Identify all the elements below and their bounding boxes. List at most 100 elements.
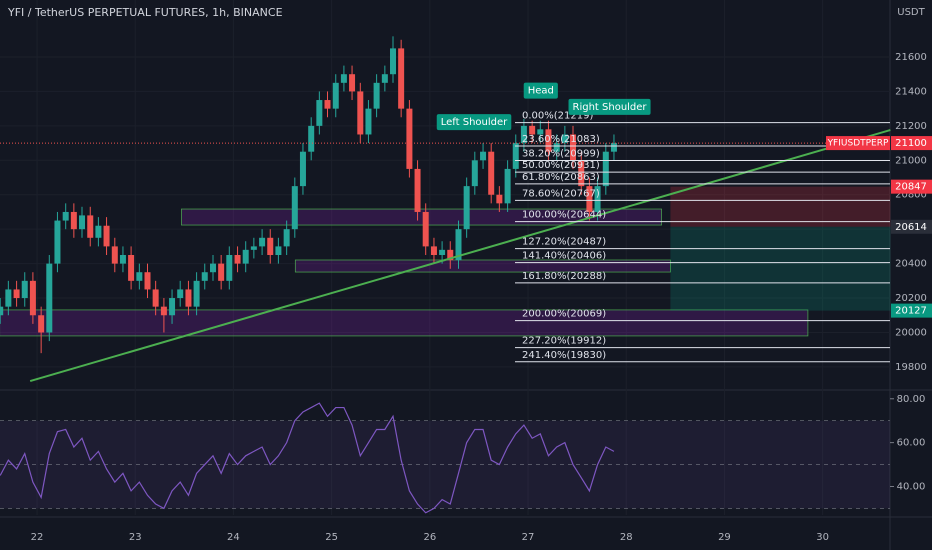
- candle-body: [488, 151, 495, 195]
- candle-body: [398, 48, 405, 109]
- candle-body: [512, 143, 519, 169]
- candle-body: [447, 249, 454, 261]
- candle-body: [250, 246, 257, 250]
- rsi-tick-label: 40.00: [897, 481, 926, 492]
- candle-body: [430, 246, 437, 256]
- candle-body: [316, 100, 323, 126]
- fib-label: 127.20%(20487): [522, 237, 606, 248]
- candle-body: [234, 255, 241, 264]
- candle-body: [70, 211, 77, 230]
- candle-body: [308, 125, 315, 152]
- y-tick-label: 20400: [895, 259, 927, 270]
- y-tick-label: 21000: [895, 155, 927, 166]
- fib-label: 38.20%(20999): [522, 148, 600, 159]
- candle-body: [160, 306, 167, 316]
- candle-body: [610, 143, 617, 152]
- price-tag: [891, 179, 932, 194]
- candle-body: [193, 280, 200, 307]
- candle-body: [46, 263, 53, 333]
- candle-body: [21, 280, 28, 299]
- candle-body: [13, 289, 20, 299]
- candle-body: [357, 91, 364, 135]
- candle-body: [103, 225, 110, 247]
- annotation-label: Head: [528, 86, 554, 97]
- candle-body: [324, 100, 331, 109]
- candle-body: [414, 168, 421, 212]
- candle-body: [95, 225, 102, 238]
- candle-body: [87, 215, 94, 238]
- candle-body: [594, 186, 601, 212]
- candle-body: [5, 289, 12, 307]
- candle-body: [62, 211, 69, 221]
- candle-body: [78, 215, 85, 230]
- candle-body: [390, 48, 397, 75]
- price-tag-label: 20614: [895, 222, 927, 233]
- fib-label: 161.80%(20288): [522, 271, 606, 282]
- fib-label: 0.00%(21219): [522, 111, 593, 122]
- y-tick-label: 20000: [895, 327, 927, 338]
- y-tick-label: 21600: [895, 52, 927, 63]
- marks: [0, 36, 617, 514]
- fib-label: 227.20%(19912): [522, 336, 606, 347]
- candle-body: [54, 220, 61, 264]
- overlays: 0.00%(21219) 23.60%(21083) 38.20%(20999)50…: [0, 82, 891, 382]
- x-tick-label: 26: [423, 532, 436, 543]
- candle-body: [439, 249, 446, 256]
- candle-body: [38, 315, 45, 333]
- candle-body: [463, 186, 470, 230]
- zones: [0, 186, 891, 337]
- candle-body: [480, 151, 487, 161]
- price-tag: [891, 219, 932, 234]
- candle-body: [144, 272, 151, 290]
- fib-label: 78.60%(20767): [522, 188, 600, 199]
- zone: [181, 208, 662, 226]
- candle-body: [185, 289, 192, 307]
- candle-body: [553, 143, 560, 152]
- candle-body: [201, 272, 208, 281]
- candle-body: [226, 255, 233, 281]
- x-tick-label: 29: [718, 532, 731, 543]
- fib-label: 50.00%(20931): [522, 160, 600, 171]
- candle-body: [504, 168, 511, 204]
- candle-body: [291, 186, 298, 230]
- candle-body: [570, 134, 577, 161]
- candle-body: [406, 108, 413, 169]
- x-tick-label: 25: [325, 532, 338, 543]
- price-tag: [891, 136, 932, 151]
- candle-body: [218, 263, 225, 281]
- y-tick-label: 19800: [895, 362, 927, 373]
- price-tag-label: 20127: [895, 306, 927, 317]
- symbol-tag: [826, 136, 890, 151]
- grid: [0, 398, 894, 509]
- zone: [0, 309, 809, 337]
- rsi-tick-label: 60.00: [897, 438, 926, 449]
- candle-body: [267, 237, 274, 256]
- candle-body: [602, 151, 609, 187]
- fib-label: 23.60%(21083): [522, 134, 600, 145]
- fib-label: 61.80%(20863): [522, 172, 600, 183]
- candle-body: [349, 74, 356, 92]
- candle-body: [119, 255, 126, 264]
- candle-body: [209, 263, 216, 273]
- candle-body: [545, 129, 552, 152]
- candle-body: [299, 151, 306, 187]
- candle-body: [283, 229, 290, 247]
- candle-body: [136, 272, 143, 281]
- candle-body: [586, 186, 593, 212]
- rsi-tick-label: 80.00: [897, 394, 926, 405]
- candle-body: [373, 82, 380, 109]
- y-tick-label: 20200: [895, 293, 927, 304]
- y-tick-label: 21200: [895, 121, 927, 132]
- chart-title: YFI / TetherUS PERPETUAL FUTURES, 1h, BI…: [7, 6, 283, 19]
- candle-body: [365, 108, 372, 135]
- rsi-band: [0, 420, 890, 509]
- annotation-box: [568, 98, 651, 115]
- x-tick-label: 22: [31, 532, 44, 543]
- candle-body: [578, 160, 585, 187]
- candle-body: [259, 237, 266, 247]
- candle-body: [0, 306, 4, 316]
- zone: [294, 259, 671, 273]
- candle-body: [520, 125, 527, 144]
- candle-body: [29, 280, 36, 316]
- annotation-box: [436, 114, 512, 131]
